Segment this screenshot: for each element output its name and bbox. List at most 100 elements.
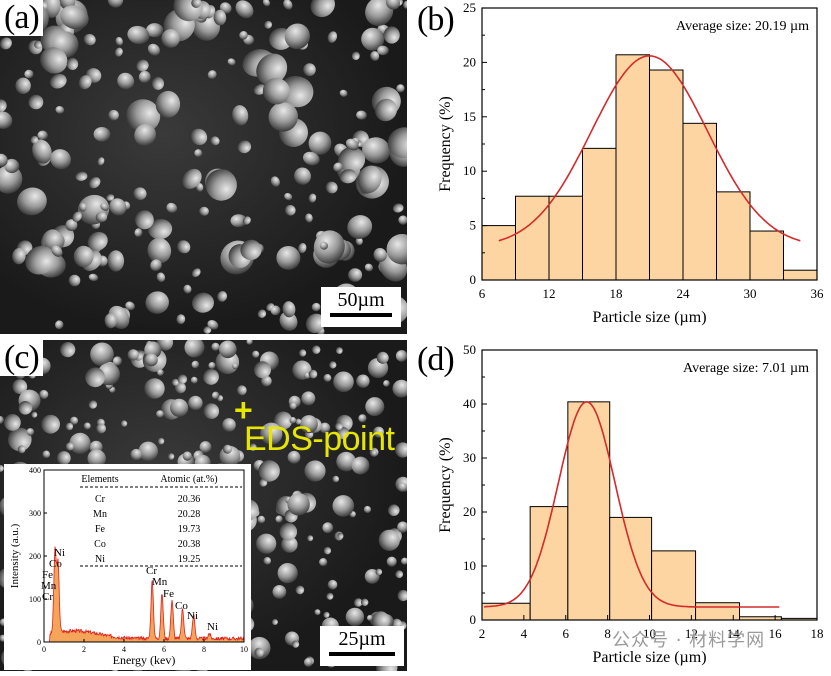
sem-particle [55, 320, 64, 330]
sem-particle [40, 47, 68, 74]
sem-particle [69, 416, 78, 425]
sem-particle [138, 441, 158, 462]
sem-particle [184, 340, 205, 358]
histogram-bar [651, 550, 697, 621]
x-tick-label: 18 [610, 286, 623, 301]
sem-particle [12, 247, 26, 265]
sem-particle [378, 529, 400, 551]
eds-frame [43, 469, 245, 643]
sem-particle [326, 592, 334, 600]
eds-x-tick-label: 4 [122, 645, 126, 654]
sem-particle [87, 449, 106, 468]
histogram-bar [615, 54, 650, 281]
sem-particle [213, 9, 227, 26]
sem-particle [106, 194, 115, 201]
sem-particle [25, 245, 56, 275]
sem-particle [16, 187, 47, 216]
sem-particle [112, 356, 123, 366]
x-axis-label: Particle size (µm) [592, 649, 706, 666]
sem-particle [4, 158, 20, 174]
sem-particle [223, 444, 232, 454]
eds-table-value: 20.36 [178, 494, 201, 505]
eds-y-tick-label: 100 [29, 595, 41, 604]
sem-particle [130, 448, 142, 461]
sem-particle [254, 647, 264, 658]
eds-table-element: Co [94, 539, 106, 550]
sem-particle [335, 422, 343, 431]
sem-particle [289, 402, 297, 410]
sem-particle [167, 453, 175, 460]
sem-particle [299, 349, 307, 357]
sem-particle [305, 213, 313, 223]
sem-particle [284, 192, 293, 201]
eds-table-element: Ni [95, 554, 105, 565]
sem-particle [87, 231, 108, 251]
histogram-bar [682, 122, 717, 281]
histogram-b-svg: 6 12 18 24 30 36 0 5 10 15 20 25 Particle size (µm) F… [437, 0, 825, 326]
eds-table-element: Fe [95, 524, 106, 535]
sem-particle [66, 57, 79, 70]
histogram-bar [649, 69, 684, 281]
eds-spectrum [44, 546, 245, 643]
sem-particle [295, 585, 305, 595]
eds-peak-label: Cr [146, 565, 157, 577]
sem-particle [182, 451, 192, 461]
sem-particle [304, 460, 326, 482]
sem-particle [385, 0, 401, 10]
sem-particle [32, 139, 52, 164]
average-size-annotation: Average size: 7.01 µm [683, 361, 809, 376]
eds-table-value: 19.25 [178, 554, 201, 565]
sem-particle [150, 259, 162, 272]
sem-particle [298, 243, 307, 254]
sem-image-c: (c) + EDS-point 25µm 0 2 4 6 8 10 0 100 200 300 40… [0, 340, 407, 671]
sem-particle [312, 345, 321, 354]
sem-particle [190, 128, 208, 146]
sem-particle [322, 522, 334, 534]
fit-curve [498, 55, 801, 242]
eds-table-header: Elements [81, 474, 118, 485]
sem-particle [403, 0, 407, 9]
x-tick-label: 6 [563, 626, 570, 641]
sem-particle [93, 126, 111, 142]
sem-particle [73, 245, 94, 268]
sem-particle [287, 493, 310, 516]
sem-particle [108, 109, 119, 121]
sem-particle [303, 63, 316, 77]
x-tick-label: 30 [744, 286, 757, 301]
sem-particle [60, 5, 89, 30]
y-tick-label: 0 [470, 272, 477, 287]
sem-particle [0, 37, 12, 50]
sem-particle [203, 326, 212, 334]
sem-particle [335, 347, 343, 354]
sem-particle [157, 369, 164, 376]
sem-particle [332, 475, 340, 483]
sem-particle [371, 450, 378, 457]
sem-particle [134, 123, 156, 146]
x-tick-label: 12 [543, 286, 556, 301]
sem-particle [134, 228, 143, 237]
sem-particle [117, 72, 135, 90]
sem-particle [264, 20, 273, 29]
sem-particle [28, 94, 44, 110]
sem-particle [277, 562, 298, 584]
sem-particle [145, 291, 169, 314]
sem-particle [88, 273, 99, 282]
sem-particle [387, 504, 400, 517]
eds-x-axis-label: Energy (kev) [113, 653, 176, 667]
sem-particle [26, 428, 35, 436]
sem-particle [127, 349, 139, 361]
x-tick-label: 36 [811, 286, 825, 301]
sem-particle [34, 40, 43, 49]
y-tick-label: 20 [463, 504, 476, 519]
sem-particle [156, 410, 164, 418]
sem-particle [270, 176, 280, 187]
sem-particle [303, 658, 313, 667]
sem-particle [88, 400, 98, 409]
histogram-bar [749, 230, 784, 281]
sem-particle [271, 619, 278, 625]
sem-particle [333, 162, 343, 172]
sem-particle [90, 342, 114, 367]
panel-label-d: (d) [417, 341, 455, 378]
sem-particle [373, 426, 385, 438]
sem-particle [371, 611, 390, 630]
